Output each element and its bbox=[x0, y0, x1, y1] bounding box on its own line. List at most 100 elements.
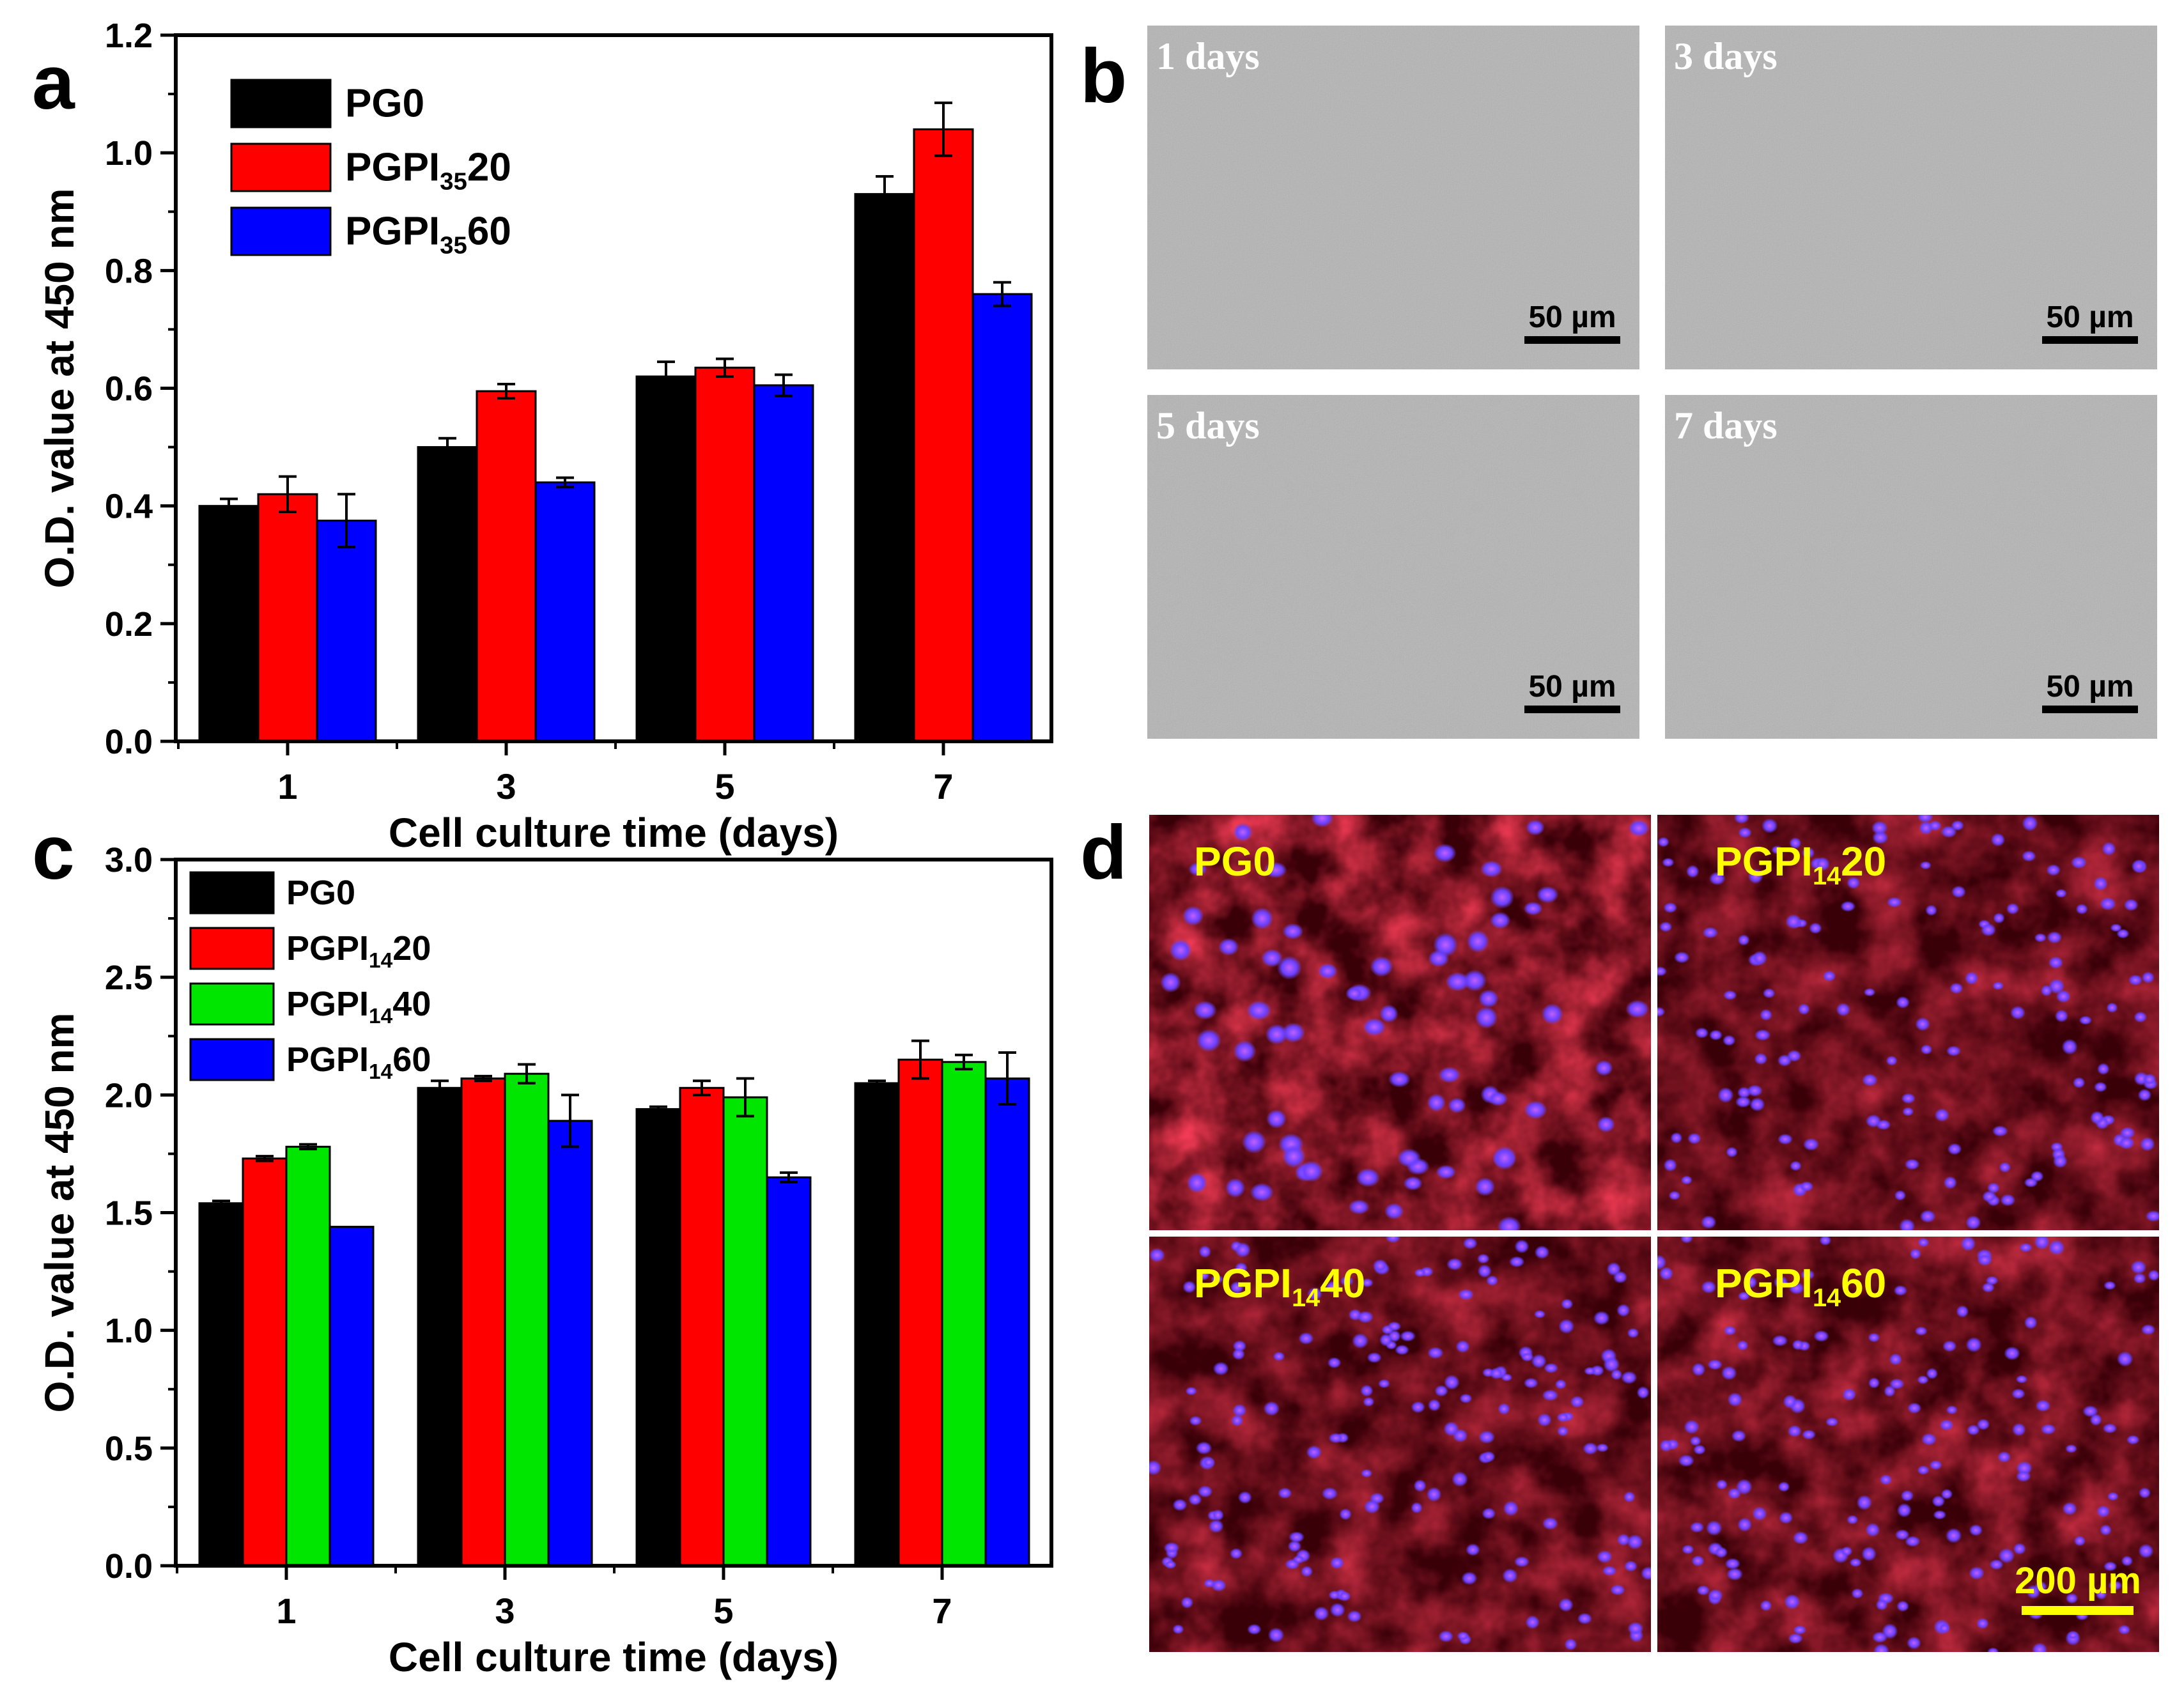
fluo-label-4-main: PGPI bbox=[1715, 1260, 1813, 1306]
error-bar-c-PG0-day5 bbox=[649, 1105, 667, 1113]
bar-c-PGPI1420-day3 bbox=[460, 1077, 506, 1567]
error-bar-c-PGPI1460-day3 bbox=[561, 1093, 579, 1148]
fluo-tile-4: PGPI1460 bbox=[1657, 1237, 2159, 1652]
y-tick-label-a-0.4: 0.4 bbox=[105, 488, 153, 526]
error-bar-c-PGPI1420-day7 bbox=[911, 1039, 929, 1080]
error-bar-c-PGPI1440-day7 bbox=[955, 1053, 973, 1070]
fluo-nuclei-2 bbox=[1657, 815, 2159, 1230]
legend-label-c-0: PG0 bbox=[286, 874, 355, 912]
legend-swatch-c-1 bbox=[189, 927, 275, 970]
y-tick-label-c-1.5: 1.5 bbox=[105, 1194, 153, 1233]
error-bar-a-PGPI3520-day7 bbox=[934, 101, 952, 157]
fluo-nuclei-3 bbox=[1149, 1237, 1651, 1651]
fluo-tile-3: PGPI1440 bbox=[1149, 1237, 1651, 1652]
sem-scale-bar-3 bbox=[1524, 706, 1620, 713]
legend-label-c-1-sub: 14 bbox=[369, 949, 393, 973]
bar-c-PGPI1420-day7 bbox=[897, 1058, 943, 1567]
bar-a-PGPI3520-day1 bbox=[257, 493, 318, 743]
error-bar-c-PGPI1460-day5 bbox=[780, 1171, 798, 1184]
y-tick-label-a-0.6: 0.6 bbox=[105, 370, 153, 408]
legend-swatch-a-2 bbox=[230, 206, 332, 256]
bar-c-PGPI1460-day3 bbox=[547, 1120, 593, 1567]
fluo-scale-label: 200 µm bbox=[2015, 1560, 2141, 1602]
fluo-label-3-tail: 40 bbox=[1320, 1260, 1365, 1306]
fluo-label-1-main: PG0 bbox=[1194, 838, 1276, 884]
legend-label-c-1: PGPI1420 bbox=[286, 929, 431, 973]
bar-a-PGPI3560-day5 bbox=[753, 384, 814, 743]
error-bar-a-PGPI3520-day5 bbox=[716, 357, 734, 378]
error-bar-a-PG0-day3 bbox=[438, 436, 456, 458]
sem-day-label-4: 7 days bbox=[1674, 405, 1777, 447]
fluo-nuclei-1 bbox=[1160, 815, 1650, 1230]
fluo-label-4-sub: 14 bbox=[1813, 1284, 1841, 1312]
fluo-scale-bar bbox=[2022, 1606, 2134, 1615]
bar-a-PG0-day1 bbox=[198, 505, 259, 743]
error-bar-c-PG0-day3 bbox=[431, 1079, 449, 1097]
bar-c-PGPI1460-day7 bbox=[984, 1077, 1030, 1567]
sem-tile-4: 7 days 50 µm bbox=[1665, 395, 2157, 739]
y-tick-label-a-0.2: 0.2 bbox=[105, 605, 153, 644]
legend-label-c-3-tail: 60 bbox=[392, 1040, 431, 1079]
legend-label-c-3-main: PGPI bbox=[286, 1040, 369, 1079]
legend-label-c-1-tail: 20 bbox=[392, 929, 431, 968]
legend-label-a-0-main: PG0 bbox=[345, 82, 424, 126]
bar-a-PGPI3560-day1 bbox=[316, 520, 377, 743]
sem-grain-3 bbox=[1147, 395, 1639, 739]
bar-c-PGPI1460-day1 bbox=[329, 1226, 375, 1567]
sem-tile-3: 5 days 50 µm bbox=[1147, 395, 1639, 739]
error-bar-c-PGPI1440-day5 bbox=[736, 1077, 754, 1118]
fluo-cytoskeleton-4 bbox=[1657, 1237, 2159, 1652]
error-bar-a-PG0-day5 bbox=[657, 360, 675, 393]
x-tick-label-a-1: 1 bbox=[277, 766, 297, 807]
sem-grain-4 bbox=[1665, 395, 2157, 739]
legend-swatch-c-2 bbox=[189, 982, 275, 1026]
bar-c-PG0-day7 bbox=[854, 1082, 900, 1567]
fluo-label-4: PGPI1460 bbox=[1715, 1260, 1886, 1312]
error-bar-a-PG0-day7 bbox=[876, 175, 894, 213]
y-axis-title-c: O.D. value at 450 nm bbox=[36, 1012, 82, 1412]
bar-c-PGPI1440-day7 bbox=[941, 1061, 987, 1567]
x-tick-label-c-3: 3 bbox=[495, 1591, 515, 1631]
y-tick-label-c-1.0: 1.0 bbox=[105, 1312, 153, 1350]
x-tick-label-a-7: 7 bbox=[933, 766, 953, 807]
fluo-label-1: PG0 bbox=[1194, 838, 1276, 884]
y-tick-label-a-0.0: 0.0 bbox=[105, 723, 153, 761]
sem-scale-label-2: 50 µm bbox=[2046, 300, 2134, 334]
x-tick-label-c-7: 7 bbox=[932, 1591, 952, 1631]
legend-label-a-1-main: PGPI bbox=[345, 146, 440, 190]
bar-c-PGPI1440-day3 bbox=[504, 1072, 550, 1567]
x-tick-label-c-5: 5 bbox=[713, 1591, 733, 1631]
legend-label-c-2-main: PGPI bbox=[286, 985, 369, 1023]
legend-label-c-2: PGPI1440 bbox=[286, 985, 431, 1028]
fluo-label-3-main: PGPI bbox=[1194, 1260, 1292, 1306]
bar-c-PG0-day1 bbox=[198, 1202, 244, 1567]
sem-scale-bar-1 bbox=[1524, 336, 1620, 344]
legend-label-a-1-sub: 35 bbox=[440, 167, 467, 195]
bar-a-PG0-day7 bbox=[854, 193, 915, 743]
bar-c-PGPI1440-day5 bbox=[722, 1096, 768, 1567]
y-axis-title-a: O.D. value at 450 nm bbox=[36, 188, 82, 588]
error-bar-a-PGPI3560-day7 bbox=[993, 281, 1011, 307]
bar-c-PGPI1460-day5 bbox=[766, 1176, 812, 1567]
y-tick-label-a-0.8: 0.8 bbox=[105, 252, 153, 290]
error-bar-a-PGPI3520-day1 bbox=[279, 475, 297, 513]
y-tick-label-c-2.0: 2.0 bbox=[105, 1076, 153, 1115]
sem-micrographs: 1 days 50 µm 3 days 50 µm 5 days 50 µm 7 days 5… bbox=[1147, 26, 2157, 739]
error-bar-a-PGPI3520-day3 bbox=[497, 383, 515, 400]
error-bar-c-PG0-day7 bbox=[868, 1079, 886, 1087]
y-tick-label-c-0.0: 0.0 bbox=[105, 1547, 153, 1586]
sem-scale-label-3: 50 µm bbox=[1528, 670, 1616, 704]
bar-c-PGPI1440-day1 bbox=[285, 1145, 331, 1567]
bar-a-PG0-day3 bbox=[417, 446, 478, 743]
panel-letter-b: b bbox=[1080, 33, 1127, 119]
x-axis-title-a: Cell culture time (days) bbox=[389, 810, 839, 856]
fluo-label-2-tail: 20 bbox=[1841, 838, 1886, 884]
sem-day-label-3: 5 days bbox=[1156, 405, 1260, 447]
y-tick-label-c-0.5: 0.5 bbox=[105, 1430, 153, 1468]
sem-day-label-2: 3 days bbox=[1674, 35, 1777, 77]
error-bar-c-PGPI1420-day3 bbox=[474, 1074, 492, 1083]
fluo-nuclei-4 bbox=[1657, 1237, 2159, 1652]
legend-label-c-0-main: PG0 bbox=[286, 874, 355, 912]
legend-swatch-c-0 bbox=[189, 871, 275, 915]
